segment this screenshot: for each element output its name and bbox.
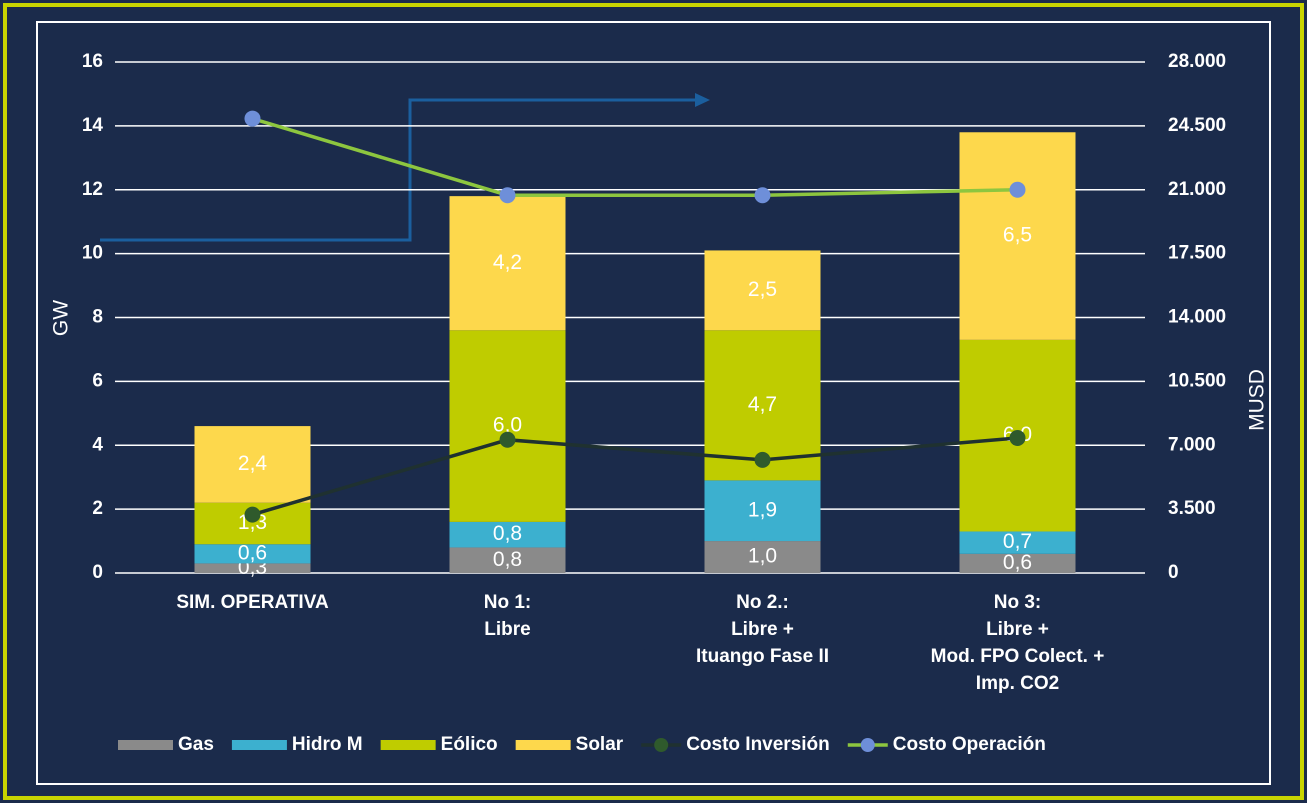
y2-tick-label: 0 <box>1168 562 1179 583</box>
legend-label: Costo Inversión <box>686 734 830 755</box>
legend-swatch <box>232 740 287 750</box>
line-marker <box>500 432 516 448</box>
background <box>0 0 1307 803</box>
value-label: 1,0 <box>748 545 777 568</box>
value-label: 0,8 <box>493 548 522 571</box>
line-marker <box>755 187 771 203</box>
value-label: 0,6 <box>1003 551 1032 574</box>
line-marker <box>1010 430 1026 446</box>
legend-swatch <box>118 740 173 750</box>
y2-axis-title: MUSD <box>1246 369 1269 431</box>
value-label: 1,9 <box>748 498 777 521</box>
x-tick-label: Mod. FPO Colect. + <box>931 646 1105 667</box>
y-tick-label: 8 <box>92 307 103 328</box>
y-tick-label: 0 <box>92 562 103 583</box>
y-axis-title: GW <box>50 300 73 336</box>
line-marker <box>755 452 771 468</box>
y2-tick-label: 21.000 <box>1168 179 1226 200</box>
x-tick-label: Ituango Fase II <box>696 646 829 667</box>
legend-swatch <box>516 740 571 750</box>
y2-tick-label: 24.500 <box>1168 115 1226 136</box>
line-marker <box>500 187 516 203</box>
legend-label: Solar <box>576 734 624 755</box>
legend-swatch <box>381 740 436 750</box>
value-label: 4,2 <box>493 251 522 274</box>
y2-tick-label: 10.500 <box>1168 370 1226 391</box>
value-label: 2,5 <box>748 278 777 301</box>
legend-marker <box>861 738 875 752</box>
y-tick-label: 6 <box>92 370 103 391</box>
y-tick-label: 14 <box>82 115 104 136</box>
y-tick-label: 10 <box>82 243 103 264</box>
legend-marker <box>654 738 668 752</box>
x-tick-label: No 2.: <box>736 592 789 613</box>
y-tick-label: 4 <box>92 434 103 455</box>
line-marker <box>1010 182 1026 198</box>
value-label: 6,5 <box>1003 224 1032 247</box>
x-tick-label: Libre + <box>986 619 1049 640</box>
line-marker <box>245 507 261 523</box>
y2-tick-label: 3.500 <box>1168 498 1216 519</box>
value-label: 0,8 <box>493 522 522 545</box>
x-tick-label: SIM. OPERATIVA <box>176 592 329 613</box>
legend-label: Gas <box>178 734 214 755</box>
x-tick-label: Libre + <box>731 619 794 640</box>
y-tick-label: 2 <box>92 498 103 519</box>
y2-tick-label: 7.000 <box>1168 434 1216 455</box>
legend-label: Eólico <box>441 734 498 755</box>
x-tick-label: No 3: <box>994 592 1042 613</box>
y2-tick-label: 14.000 <box>1168 307 1226 328</box>
legend-label: Costo Operación <box>893 734 1046 755</box>
x-tick-label: Imp. CO2 <box>976 673 1059 694</box>
y2-tick-label: 17.500 <box>1168 243 1226 264</box>
x-tick-label: No 1: <box>484 592 532 613</box>
value-label: 4,7 <box>748 393 777 416</box>
x-tick-label: Libre <box>484 619 530 640</box>
value-label: 0,7 <box>1003 530 1032 553</box>
chart: GW MUSD 0 2 4 6 8 10 12 14 16 0 3.500 7.000 10.500 14… <box>0 0 1307 803</box>
y-tick-label: 12 <box>82 179 103 200</box>
value-label: 2,4 <box>238 452 268 475</box>
y-tick-label: 16 <box>82 51 103 72</box>
value-label: 0,6 <box>238 541 267 564</box>
line-marker <box>245 111 261 127</box>
y2-tick-label: 28.000 <box>1168 51 1226 72</box>
legend-label: Hidro M <box>292 734 363 755</box>
